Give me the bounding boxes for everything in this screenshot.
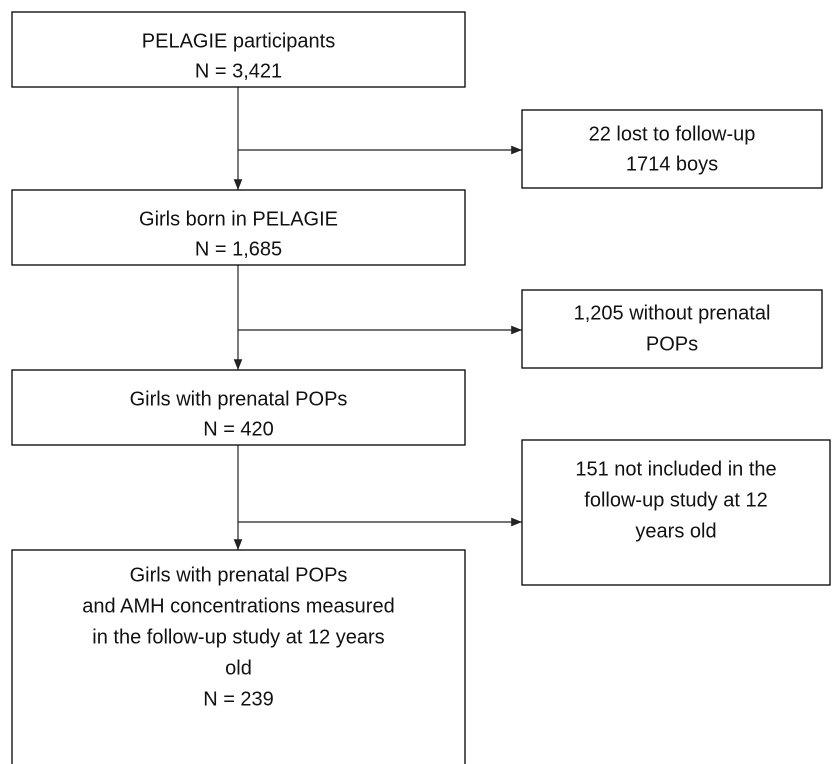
node-label: Girls born in PELAGIE xyxy=(139,208,338,230)
node-box xyxy=(521,289,823,369)
node-label: 1714 boys xyxy=(626,153,718,175)
node-label: N = 1,685 xyxy=(195,238,282,260)
node-label: follow-up study at 12 xyxy=(584,489,767,511)
node-label: years old xyxy=(635,520,716,542)
node-label: Girls with prenatal POPs xyxy=(130,564,348,586)
node-box xyxy=(11,549,466,764)
node-label: in the follow-up study at 12 years xyxy=(92,626,384,648)
node-box xyxy=(11,11,466,88)
node-box xyxy=(11,369,466,446)
node-label: 1,205 without prenatal xyxy=(574,302,771,324)
node-label: N = 3,421 xyxy=(195,60,282,82)
node-box xyxy=(521,439,831,586)
node-label: 151 not included in the xyxy=(575,458,776,480)
node-label: N = 420 xyxy=(203,418,274,440)
node-label: 22 lost to follow-up xyxy=(589,123,756,145)
node-label: N = 239 xyxy=(203,688,274,710)
node-label: PELAGIE participants xyxy=(142,30,335,52)
node-label: and AMH concentrations measured xyxy=(82,595,394,617)
node-box xyxy=(11,189,466,266)
node-label: old xyxy=(225,657,252,679)
node-label: Girls with prenatal POPs xyxy=(130,388,348,410)
node-box xyxy=(521,109,823,189)
node-label: POPs xyxy=(646,333,698,355)
